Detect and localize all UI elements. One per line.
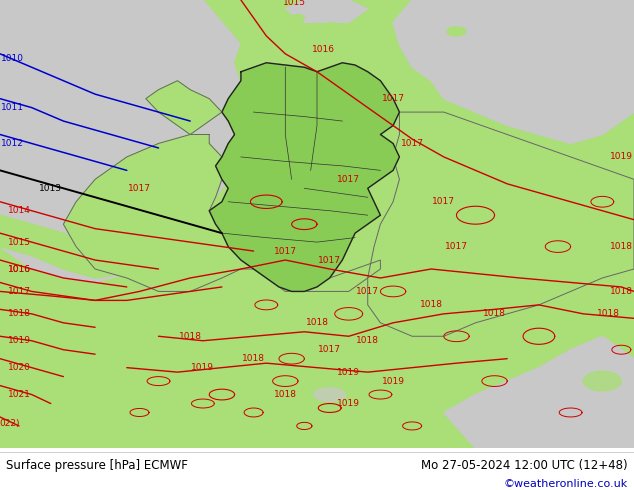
Ellipse shape <box>564 214 602 234</box>
Text: 1019: 1019 <box>8 336 30 345</box>
Text: 1017: 1017 <box>8 287 30 296</box>
Polygon shape <box>285 0 368 23</box>
Ellipse shape <box>322 23 338 31</box>
Ellipse shape <box>485 235 529 258</box>
Ellipse shape <box>447 27 466 36</box>
Polygon shape <box>209 63 399 292</box>
Text: 1015: 1015 <box>283 0 306 7</box>
Ellipse shape <box>437 282 476 300</box>
Text: Surface pressure [hPa] ECMWF: Surface pressure [hPa] ECMWF <box>6 459 188 471</box>
Text: 1017: 1017 <box>337 175 360 184</box>
Text: 1018: 1018 <box>597 309 620 318</box>
Text: 1018: 1018 <box>242 354 265 363</box>
Text: 1017: 1017 <box>274 246 297 256</box>
Text: 1019: 1019 <box>382 377 404 386</box>
Ellipse shape <box>292 15 304 21</box>
Text: 1013: 1013 <box>39 184 62 193</box>
Text: 1011: 1011 <box>1 103 24 112</box>
Polygon shape <box>235 36 292 112</box>
Text: 1019: 1019 <box>191 363 214 372</box>
Text: 1018: 1018 <box>179 332 202 341</box>
Ellipse shape <box>330 359 368 377</box>
Text: ©weatheronline.co.uk: ©weatheronline.co.uk <box>503 479 628 489</box>
Text: 1019: 1019 <box>610 152 633 161</box>
Ellipse shape <box>377 351 409 367</box>
Text: 1016: 1016 <box>312 45 335 54</box>
Text: 1012: 1012 <box>1 139 24 148</box>
Text: 1016: 1016 <box>8 265 30 273</box>
Text: 1018: 1018 <box>420 300 443 309</box>
Text: 1019: 1019 <box>337 399 360 408</box>
Polygon shape <box>146 81 222 135</box>
Text: 1017: 1017 <box>432 197 455 206</box>
Text: 1017: 1017 <box>318 256 341 265</box>
Text: Mo 27-05-2024 12:00 UTC (12+48): Mo 27-05-2024 12:00 UTC (12+48) <box>421 459 628 471</box>
Ellipse shape <box>583 371 621 391</box>
Polygon shape <box>393 0 634 144</box>
Polygon shape <box>254 260 380 292</box>
Text: 1020: 1020 <box>8 363 30 372</box>
Text: 1017: 1017 <box>401 139 424 148</box>
Text: 1018: 1018 <box>356 336 379 345</box>
Text: 1018: 1018 <box>306 318 328 327</box>
Ellipse shape <box>120 238 158 256</box>
Text: 1015: 1015 <box>8 238 30 246</box>
Ellipse shape <box>111 216 143 232</box>
Ellipse shape <box>162 306 193 322</box>
Text: 1017: 1017 <box>445 242 468 251</box>
Ellipse shape <box>301 31 320 40</box>
Text: 1021: 1021 <box>8 390 30 399</box>
Ellipse shape <box>415 224 447 242</box>
Text: 1019: 1019 <box>337 368 360 377</box>
Text: 1017: 1017 <box>318 345 341 354</box>
Text: 1018: 1018 <box>274 390 297 399</box>
Text: 1018: 1018 <box>610 287 633 296</box>
Text: 1017: 1017 <box>382 94 404 103</box>
Text: 1014: 1014 <box>8 206 30 215</box>
Ellipse shape <box>472 159 517 182</box>
Text: 1010: 1010 <box>1 54 24 63</box>
Text: 1018: 1018 <box>483 309 506 318</box>
Text: 1018: 1018 <box>610 242 633 251</box>
Ellipse shape <box>520 282 558 300</box>
Polygon shape <box>63 135 254 292</box>
Text: 1017: 1017 <box>356 287 379 296</box>
Text: 022): 022) <box>0 419 20 428</box>
Ellipse shape <box>450 188 501 215</box>
Polygon shape <box>444 336 634 448</box>
Text: 1017: 1017 <box>128 184 151 193</box>
Ellipse shape <box>98 283 130 299</box>
Polygon shape <box>0 0 273 282</box>
Ellipse shape <box>314 388 346 401</box>
Ellipse shape <box>203 327 241 345</box>
Polygon shape <box>0 215 127 278</box>
Text: 1016: 1016 <box>8 265 30 273</box>
Polygon shape <box>368 112 634 336</box>
Text: 1018: 1018 <box>8 309 30 318</box>
